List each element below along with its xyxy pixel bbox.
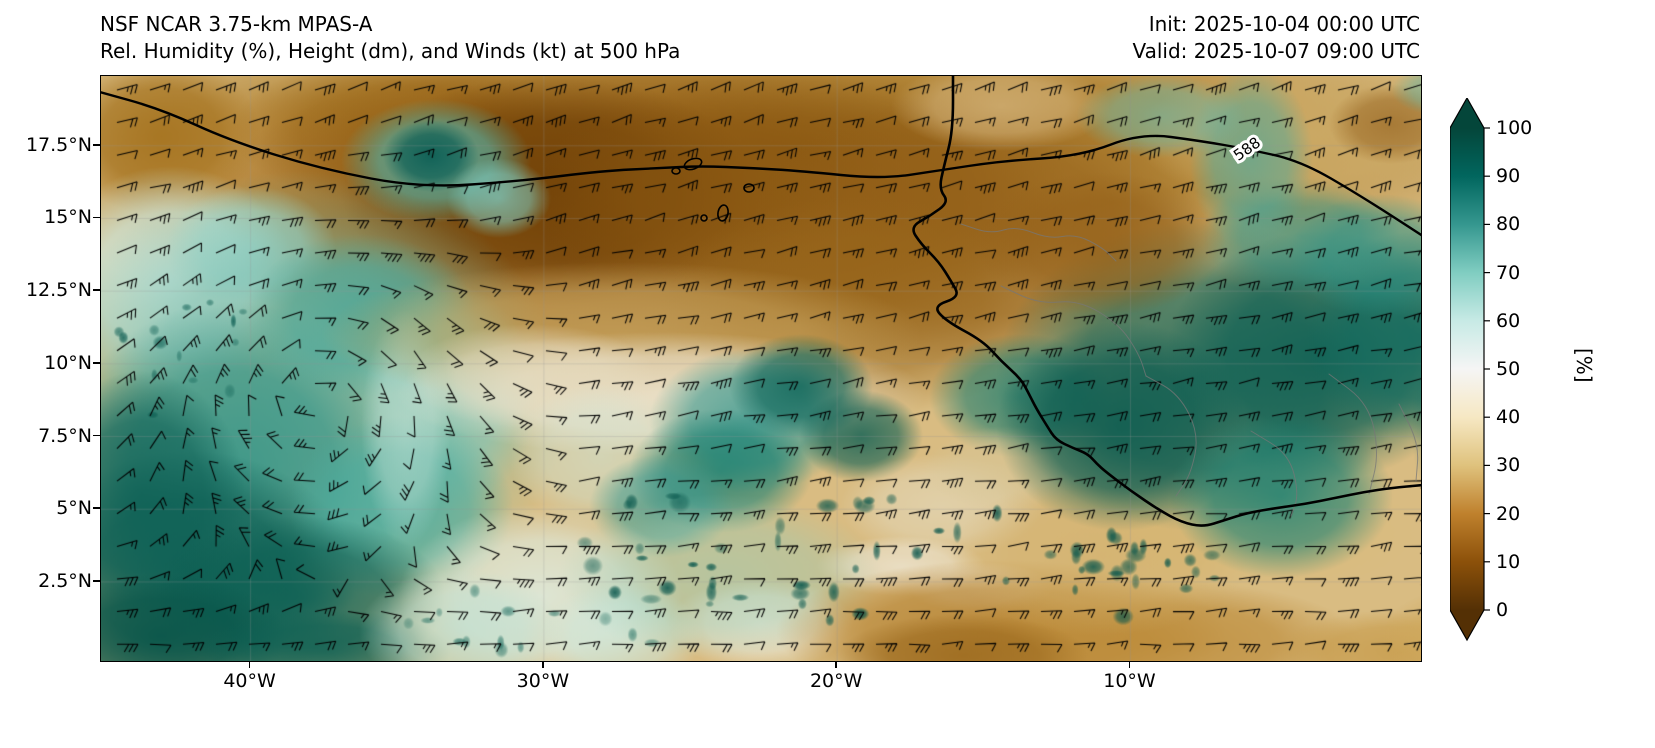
colorbar-tick-label: 40: [1496, 406, 1521, 429]
colorbar-tick-label: 60: [1496, 309, 1521, 332]
colorbar: [1450, 98, 1490, 642]
height-contour-closed: [717, 204, 729, 222]
map-area: 588: [100, 75, 1422, 662]
country-border: [960, 223, 1117, 262]
coastline: [912, 76, 1421, 527]
y-tickmark: [93, 362, 100, 364]
x-tickmark: [1128, 661, 1131, 668]
y-tick-label: 10°N: [44, 351, 92, 374]
height-contour-closed: [743, 183, 755, 193]
y-tickmark: [93, 216, 100, 219]
colorbar-tick-label: 20: [1496, 502, 1521, 525]
height-contour-closed: [683, 157, 703, 171]
colorbar-tick-label: 80: [1496, 213, 1521, 236]
country-border: [1328, 373, 1377, 495]
y-tickmark: [93, 580, 100, 582]
field-title: Rel. Humidity (%), Height (dm), and Wind…: [100, 39, 681, 63]
colorbar-body: [1450, 98, 1485, 642]
y-tick-label: 17.5°N: [25, 133, 92, 156]
country-border: [1000, 285, 1147, 377]
model-title: NSF NCAR 3.75-km MPAS-A: [100, 12, 373, 36]
x-tick-label: 10°W: [1103, 670, 1156, 692]
colorbar-tick-label: 30: [1496, 454, 1521, 477]
humidity-field-canvas: [101, 76, 1421, 661]
x-tickmark: [835, 661, 837, 668]
x-tickmark: [248, 661, 251, 668]
x-tick-label: 40°W: [223, 670, 276, 692]
colorbar-tick-label: 100: [1496, 117, 1533, 139]
y-tickmark: [93, 507, 100, 509]
init-time: Init: 2025-10-04 00:00 UTC: [1148, 12, 1420, 36]
x-tick-label: 20°W: [809, 670, 863, 692]
height-contour-closed: [671, 167, 681, 175]
y-tick-label: 5°N: [56, 497, 92, 520]
y-tick-label: 7.5°N: [38, 424, 92, 447]
valid-time: Valid: 2025-10-07 09:00 UTC: [1132, 39, 1420, 63]
x-tickmark: [542, 661, 544, 668]
y-tickmark: [93, 144, 100, 146]
x-tick-label: 30°W: [516, 670, 570, 692]
contour-label-588: 588: [1230, 133, 1264, 164]
height-contour-588: [101, 91, 1421, 237]
y-tick-label: 15°N: [44, 206, 92, 229]
y-tickmark: [93, 434, 100, 437]
colorbar-unit-label: [%]: [1572, 348, 1596, 383]
map-overlay: 588: [101, 76, 1421, 527]
colorbar-tick-label: 90: [1496, 165, 1521, 188]
y-tick-label: 2.5°N: [38, 569, 92, 592]
colorbar-tick-label: 10: [1496, 550, 1521, 573]
country-border: [1250, 430, 1298, 517]
colorbar-tick-label: 50: [1496, 358, 1521, 380]
y-tick-label: 12.5°N: [25, 279, 92, 302]
y-tickmark: [93, 289, 100, 291]
colorbar-tick-label: 70: [1496, 261, 1521, 284]
colorbar-tick-label: 0: [1496, 599, 1509, 621]
country-border: [1398, 403, 1419, 482]
colorbar-tickmarks: [1484, 127, 1490, 611]
height-contour-closed: [700, 214, 708, 222]
country-border: [1145, 375, 1197, 497]
